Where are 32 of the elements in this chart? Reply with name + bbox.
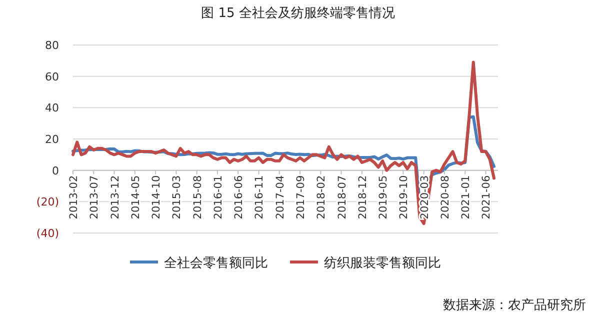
y-tick-label: 80 — [45, 39, 59, 52]
legend-label: 纺织服装零售额同比 — [324, 256, 441, 271]
x-tick-label: 2013-07 — [88, 175, 101, 220]
x-tick-label: 2021-01 — [460, 175, 472, 220]
y-tick-label: 20 — [45, 133, 59, 146]
x-tick-label: 2018-12 — [356, 175, 369, 220]
x-tick-label: 2021-06 — [480, 175, 493, 220]
x-tick-label: 2015-08 — [192, 175, 204, 220]
x-tick-label: 2014-10 — [150, 175, 163, 220]
x-tick-label: 2013-12 — [109, 175, 122, 220]
y-tick-label: (40) — [36, 227, 59, 240]
y-tick-label: 40 — [45, 102, 59, 115]
x-tick-label: 2017-09 — [295, 175, 308, 220]
x-tick-label: 2020-03 — [418, 175, 431, 220]
x-tick-label: 2019-05 — [378, 175, 390, 220]
x-tick-label: 2019-10 — [398, 175, 410, 220]
x-tick-label: 2020-08 — [439, 175, 452, 220]
x-tick-label: 2016-06 — [233, 175, 246, 220]
legend-label: 全社会零售额同比 — [164, 256, 268, 271]
x-tick-label: 2016-01 — [212, 175, 224, 220]
y-tick-label: 0 — [52, 164, 59, 178]
chart-title: 图 15 全社会及纺服终端零售情况 — [201, 6, 395, 21]
x-tick-label: 2014-05 — [130, 175, 142, 220]
source-note: 数据来源：农产品研究所 — [443, 298, 586, 313]
x-tick-label: 2015-03 — [171, 175, 184, 220]
x-tick-label: 2017-04 — [274, 175, 286, 220]
x-tick-label: 2013-02 — [68, 175, 80, 220]
y-tick-label: (20) — [36, 196, 59, 209]
y-tick-label: 60 — [45, 70, 59, 84]
x-tick-label: 2018-07 — [336, 175, 348, 220]
x-tick-label: 2018-02 — [316, 175, 328, 220]
x-tick-label: 2016-11 — [254, 175, 266, 220]
